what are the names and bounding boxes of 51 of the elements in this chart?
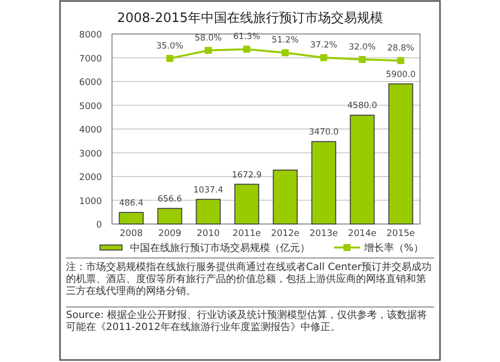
x-tick-label: 2008 — [120, 229, 143, 239]
legend-label: 增长率（%） — [363, 242, 424, 254]
bar — [196, 198, 221, 224]
data-label: 5900.0 — [386, 70, 416, 80]
y-tick-label: 0 — [96, 220, 102, 230]
x-tick-label: 2012e — [271, 229, 300, 239]
y-tick-label: 7000 — [79, 54, 102, 64]
x-tick-label: 2009 — [158, 229, 182, 239]
bar — [272, 170, 298, 224]
data-label: 3470.0 — [308, 128, 339, 138]
y-tick-label: 1000 — [79, 196, 102, 207]
y-tick-label: 8000 — [79, 30, 102, 40]
x-tick-label: 2015e — [386, 229, 416, 239]
y-tick-label: 3000 — [79, 149, 102, 160]
point — [358, 56, 366, 63]
chart-title: 2008-2015年中国在线旅行预订市场交易规模 — [117, 10, 383, 26]
bar — [350, 114, 375, 224]
point — [243, 46, 250, 53]
point — [397, 57, 404, 64]
bar — [234, 184, 260, 224]
y-tick-label: 5000 — [79, 102, 102, 112]
text: 注：市场交易规模指在线旅行服务提供商通过在线或者Call Center预订并交易成功的机票、酒店、度假等所有旅行产品的价值总额，包括上游供应商的网络直销和第三方在线代理商的网络分销。 — [66, 262, 433, 298]
data-label: 1672.9 — [232, 170, 262, 180]
point — [204, 46, 212, 54]
data-label: 35.0% — [156, 41, 184, 52]
bar — [311, 141, 336, 224]
x-tick-label: 2011e — [232, 229, 262, 239]
data-label: 486.4 — [119, 198, 144, 208]
x-tick-label: 2010 — [196, 229, 220, 239]
point — [166, 54, 174, 62]
legend-label: 中国在线旅行预订市场交易规模（亿元） — [130, 242, 310, 254]
x-tick-label: 2014e — [348, 229, 377, 239]
data-label: 1037.4 — [193, 185, 224, 196]
data-label: 28.8% — [387, 44, 414, 54]
y-tick-label: 4000 — [79, 126, 102, 136]
data-label: 656.6 — [158, 194, 182, 204]
data-label: 4580.0 — [347, 101, 378, 112]
point — [320, 54, 328, 62]
y-tick-label: 6000 — [79, 78, 102, 88]
source-note: Source: 根据企业公开财报、行业访谈及统计预测模型估算，仅供参考，该数据将可能在《2011-2012年在线旅游行业年度监测报告》中修正。 — [66, 310, 428, 334]
bar — [388, 83, 414, 224]
bar — [118, 212, 144, 224]
data-label: 37.2% — [310, 40, 338, 51]
data-label: 58.0% — [194, 33, 222, 44]
bar — [157, 208, 182, 224]
x-tick-label: 2013e — [310, 229, 338, 239]
data-label: 32.0% — [348, 42, 376, 52]
point — [282, 49, 289, 56]
y-tick-label: 2000 — [79, 173, 102, 183]
data-label: 61.3% — [233, 32, 260, 42]
data-label: 51.2% — [272, 36, 299, 46]
